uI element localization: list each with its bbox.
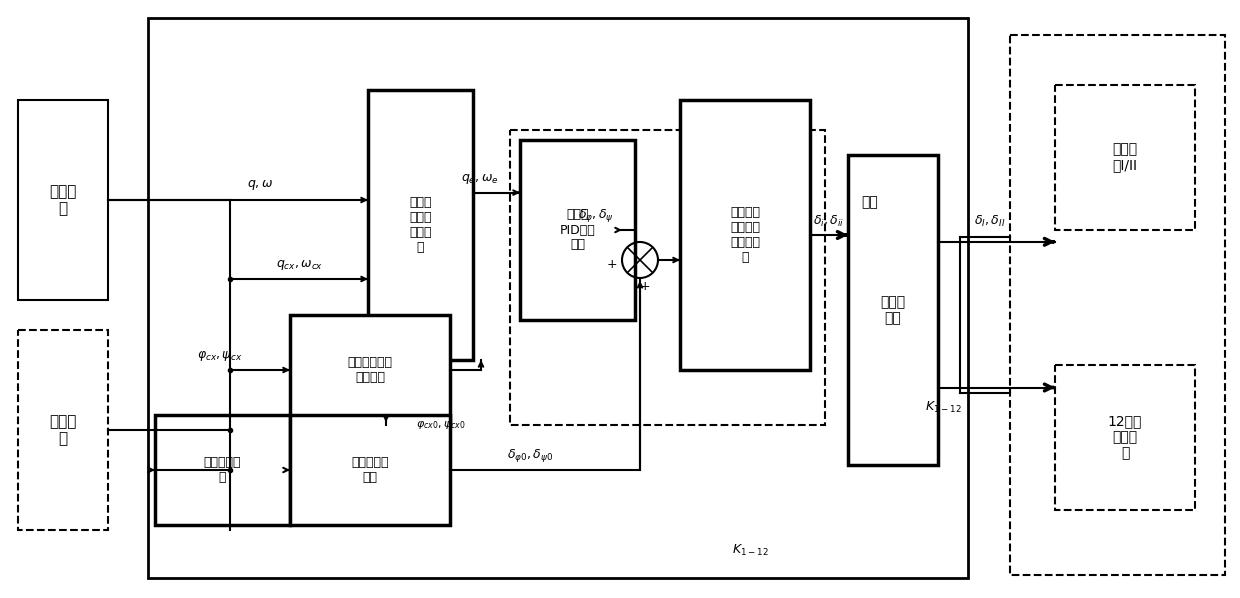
Bar xyxy=(520,140,635,320)
Bar xyxy=(1055,85,1195,230)
Text: 质心估计模
块: 质心估计模 块 xyxy=(203,456,242,484)
Bar xyxy=(19,100,108,300)
Text: 伺服电
机I/II: 伺服电 机I/II xyxy=(1112,142,1137,173)
Bar xyxy=(290,315,450,425)
Text: $K_{1-12}$: $K_{1-12}$ xyxy=(732,542,769,557)
Bar xyxy=(1011,35,1225,575)
Bar xyxy=(290,415,450,525)
Text: $q_{cx},\omega_{cx}$: $q_{cx},\omega_{cx}$ xyxy=(277,258,324,272)
Text: $\varphi_{cx0},\psi_{cx0}$: $\varphi_{cx0},\psi_{cx0}$ xyxy=(417,419,466,431)
Text: $\delta_{\varphi 0},\delta_{\psi 0}$: $\delta_{\varphi 0},\delta_{\psi 0}$ xyxy=(507,447,553,465)
Text: $\delta_\varphi,\delta_\psi$: $\delta_\varphi,\delta_\psi$ xyxy=(578,208,614,224)
Text: +: + xyxy=(606,258,618,271)
Bar xyxy=(155,415,290,525)
Bar xyxy=(148,18,968,578)
Text: $q,\omega$: $q,\omega$ xyxy=(247,178,273,192)
Text: 导航模
块: 导航模 块 xyxy=(50,184,77,216)
Bar xyxy=(1055,365,1195,510)
Text: +: + xyxy=(640,279,650,292)
Text: $q_e,\omega_e$: $q_e,\omega_e$ xyxy=(461,172,498,185)
Text: 综合控
制器: 综合控 制器 xyxy=(880,295,905,325)
Text: 等效伺服
摆角指令
及限幅模
块: 等效伺服 摆角指令 及限幅模 块 xyxy=(730,206,760,264)
Text: $K_{1-12}$: $K_{1-12}$ xyxy=(925,400,961,415)
Bar xyxy=(19,330,108,530)
Text: $\delta_I,\delta_{II}$: $\delta_I,\delta_{II}$ xyxy=(975,214,1006,230)
Text: 12路变
控发动
机: 12路变 控发动 机 xyxy=(1107,414,1142,460)
Bar xyxy=(368,90,472,360)
Bar xyxy=(680,100,810,370)
Bar xyxy=(510,130,825,425)
Text: 预摆角计算
模块: 预摆角计算 模块 xyxy=(351,456,389,484)
Text: 程序角去噪及
补偿模块: 程序角去噪及 补偿模块 xyxy=(347,356,393,384)
Text: $\delta_i,\delta_{ii}$: $\delta_i,\delta_{ii}$ xyxy=(813,213,844,228)
Text: 控制反
馈偏差
计算模
块: 控制反 馈偏差 计算模 块 xyxy=(409,196,432,254)
Text: 制导模
块: 制导模 块 xyxy=(50,414,77,446)
Text: 输出: 输出 xyxy=(862,195,878,209)
Text: $\varphi_{cx},\psi_{cx}$: $\varphi_{cx},\psi_{cx}$ xyxy=(197,349,243,363)
Bar xyxy=(848,155,937,465)
Text: 增量式
PID控制
模块: 增量式 PID控制 模块 xyxy=(559,209,595,252)
